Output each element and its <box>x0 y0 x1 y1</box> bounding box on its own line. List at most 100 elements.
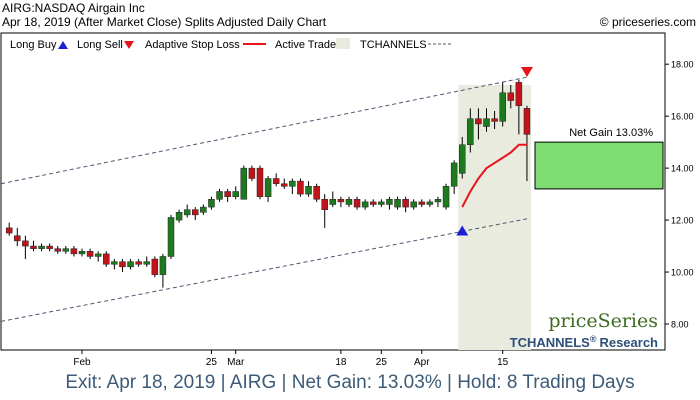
legend-active-label: Active Trade <box>275 39 336 51</box>
candle <box>515 79 523 135</box>
candle <box>272 173 280 187</box>
candle-body <box>127 261 134 268</box>
copyright-text[interactable]: © priceseries.com <box>599 15 696 29</box>
candle <box>450 160 458 195</box>
tchannel-lower-line <box>1 218 528 322</box>
long-buy-marker <box>456 225 469 236</box>
legend-stop-label: Adaptive Stop Loss <box>145 39 240 51</box>
brand-logo: priceSeries <box>548 310 658 332</box>
candle-body <box>103 253 110 265</box>
candle <box>62 246 70 254</box>
candle-body <box>151 258 159 275</box>
candle-body <box>378 201 385 205</box>
candle-body <box>94 253 102 257</box>
candle <box>499 82 506 127</box>
candle <box>289 178 296 195</box>
candle <box>192 207 199 221</box>
candle-body <box>78 251 86 255</box>
candle <box>224 188 231 202</box>
y-tick-label: 8.00 <box>671 320 689 330</box>
net-gain-box <box>534 141 664 190</box>
candle <box>38 243 45 252</box>
legend-tchannels-label: TCHANNELS <box>360 39 427 51</box>
legend-long-sell-label: Long Sell <box>77 39 123 51</box>
candle <box>345 196 353 208</box>
candle-body <box>394 199 401 208</box>
candle <box>402 196 409 213</box>
candle <box>297 178 304 197</box>
candle-body <box>264 178 272 197</box>
candle-body <box>353 199 361 208</box>
candle <box>200 204 207 215</box>
candle-body <box>305 186 312 195</box>
candle-body <box>224 191 231 197</box>
candle <box>523 105 531 182</box>
adaptive-stop-line <box>461 143 527 208</box>
candle <box>264 175 272 202</box>
candle <box>467 108 474 153</box>
candle-body <box>54 248 61 252</box>
candle <box>305 181 312 197</box>
candle <box>232 186 239 200</box>
x-tick-label: Mar <box>227 357 245 368</box>
candle-body <box>256 167 264 197</box>
y-tick-label: 12.00 <box>671 216 694 226</box>
candle <box>475 108 482 140</box>
candle <box>248 165 256 182</box>
net-gain-label: Net Gain 13.03% <box>569 127 653 139</box>
y-tick-label: 18.00 <box>671 60 694 70</box>
price-chart: 8.00 10.00 12.00 14.00 16.00 18.00 Feb 25 Mar 18… <box>0 32 694 368</box>
candle <box>5 222 13 236</box>
candle-body <box>240 167 248 200</box>
candle <box>281 178 288 189</box>
candle-body <box>119 261 126 268</box>
candle-body <box>208 199 215 208</box>
candle <box>46 243 53 252</box>
candle <box>321 194 328 228</box>
candle <box>22 235 29 260</box>
long-buy-icon <box>58 41 68 49</box>
candle <box>329 191 337 208</box>
candle-body <box>426 201 434 205</box>
x-tick-label: Feb <box>73 357 91 368</box>
y-tick-label: 14.00 <box>671 164 694 174</box>
candle <box>167 214 175 260</box>
long-sell-marker <box>520 66 533 77</box>
candle <box>361 199 369 210</box>
candle-body <box>361 201 369 208</box>
candle <box>507 84 515 109</box>
candle <box>119 259 126 273</box>
candle <box>426 199 434 208</box>
chart-title: AIRG:NASDAQ Airgain Inc <box>2 1 145 15</box>
candle-body <box>475 118 482 125</box>
candle-body <box>458 144 466 174</box>
y-tick-label: 10.00 <box>671 268 694 278</box>
candle-body <box>46 245 53 249</box>
legend: Long Buy Long Sell Adaptive Stop Loss Ac… <box>10 38 452 51</box>
x-tick-label: Apr <box>414 357 430 368</box>
candle-body <box>135 261 142 265</box>
candle-body <box>175 212 183 221</box>
candle <box>370 199 377 208</box>
active-trade-swatch <box>336 38 350 49</box>
candle <box>386 196 393 210</box>
candle-body <box>467 118 474 145</box>
candle <box>143 256 150 267</box>
candle <box>30 240 37 252</box>
candle-body <box>70 248 78 255</box>
candle-body <box>337 199 345 203</box>
x-tick-label: 25 <box>206 357 218 368</box>
candle-body <box>434 199 442 203</box>
candle-body <box>22 240 29 247</box>
candle-body <box>200 206 207 213</box>
candle <box>418 199 426 208</box>
candle-body <box>370 201 377 205</box>
candle-body <box>418 201 426 205</box>
candle-body <box>499 92 506 122</box>
legend-long-buy-label: Long Buy <box>10 39 57 51</box>
candle <box>70 246 78 257</box>
candle-body <box>491 118 498 122</box>
candle <box>313 183 320 202</box>
candle <box>458 136 466 179</box>
candle-body <box>483 118 490 127</box>
